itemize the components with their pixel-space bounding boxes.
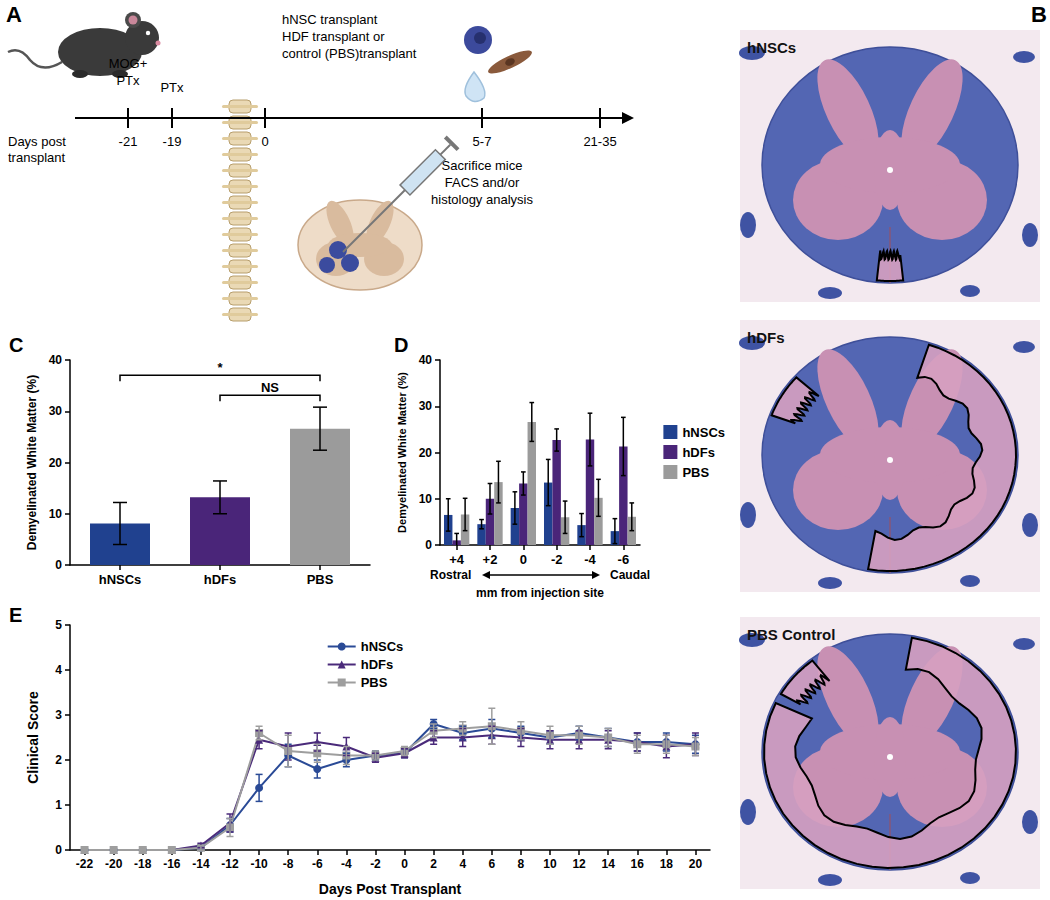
svg-text:0: 0 — [55, 843, 62, 857]
svg-text:16: 16 — [631, 857, 645, 871]
svg-text:control (PBS)transplant: control (PBS)transplant — [282, 46, 417, 61]
svg-text:hNSCs: hNSCs — [682, 425, 725, 440]
svg-text:PTx: PTx — [116, 73, 140, 88]
svg-text:*: * — [217, 360, 223, 375]
svg-text:Rostral: Rostral — [430, 568, 471, 582]
svg-text:Sacrifice mice: Sacrifice mice — [442, 158, 523, 173]
svg-text:histology analysis: histology analysis — [431, 192, 533, 207]
svg-text:6: 6 — [488, 857, 495, 871]
svg-text:-6: -6 — [618, 552, 630, 567]
svg-text:Demyelinated White Matter (%): Demyelinated White Matter (%) — [25, 375, 39, 550]
svg-text:0: 0 — [425, 538, 432, 552]
svg-text:hDFs: hDFs — [682, 445, 715, 460]
svg-text:hNSCs: hNSCs — [747, 39, 796, 56]
svg-text:MOG+: MOG+ — [109, 56, 148, 71]
svg-text:-8: -8 — [283, 857, 294, 871]
svg-text:E: E — [9, 604, 22, 626]
svg-text:-10: -10 — [250, 857, 268, 871]
svg-text:A: A — [6, 2, 22, 27]
svg-text:hNSCs: hNSCs — [361, 639, 404, 654]
svg-text:12: 12 — [572, 857, 586, 871]
svg-text:hDFs: hDFs — [747, 329, 785, 346]
svg-text:-12: -12 — [221, 857, 239, 871]
svg-text:10: 10 — [419, 492, 433, 506]
svg-text:B: B — [1031, 2, 1047, 27]
svg-text:2: 2 — [55, 753, 62, 767]
svg-text:PBS: PBS — [307, 572, 334, 587]
svg-text:Days Post Transplant: Days Post Transplant — [319, 881, 462, 897]
svg-text:30: 30 — [49, 404, 63, 418]
svg-text:20: 20 — [49, 456, 63, 470]
svg-text:5-7: 5-7 — [473, 134, 492, 149]
svg-text:0: 0 — [520, 552, 527, 567]
svg-text:-4: -4 — [584, 552, 596, 567]
svg-text:hDFs: hDFs — [204, 572, 237, 587]
svg-text:-18: -18 — [134, 857, 152, 871]
svg-text:NS: NS — [261, 380, 279, 395]
svg-text:3: 3 — [55, 708, 62, 722]
svg-text:40: 40 — [419, 353, 433, 367]
svg-text:-22: -22 — [76, 857, 94, 871]
svg-text:Days post: Days post — [8, 134, 66, 149]
svg-text:2: 2 — [430, 857, 437, 871]
svg-text:20: 20 — [419, 446, 433, 460]
svg-text:Demyelinated White Matter (%): Demyelinated White Matter (%) — [396, 372, 408, 533]
svg-text:PBS: PBS — [682, 465, 709, 480]
svg-text:5: 5 — [55, 618, 62, 632]
svg-text:hDFs: hDFs — [361, 657, 394, 672]
svg-text:-16: -16 — [163, 857, 181, 871]
svg-text:40: 40 — [49, 353, 63, 367]
svg-text:hNSCs: hNSCs — [99, 572, 142, 587]
svg-text:4: 4 — [55, 663, 62, 677]
svg-text:18: 18 — [660, 857, 674, 871]
svg-text:8: 8 — [518, 857, 525, 871]
svg-text:20: 20 — [689, 857, 703, 871]
svg-text:FACS and/or: FACS and/or — [445, 175, 520, 190]
svg-text:+4: +4 — [449, 552, 465, 567]
svg-text:21-35: 21-35 — [583, 134, 616, 149]
svg-text:+2: +2 — [483, 552, 498, 567]
svg-text:PBS: PBS — [361, 675, 388, 690]
svg-text:PBS Control: PBS Control — [747, 626, 835, 643]
svg-text:transplant: transplant — [8, 150, 65, 165]
svg-text:Caudal: Caudal — [610, 568, 650, 582]
svg-text:D: D — [394, 334, 408, 356]
svg-text:-14: -14 — [192, 857, 210, 871]
svg-text:-2: -2 — [370, 857, 381, 871]
svg-text:4: 4 — [459, 857, 466, 871]
svg-text:10: 10 — [543, 857, 557, 871]
svg-text:mm from injection site: mm from injection site — [476, 586, 604, 600]
svg-text:0: 0 — [261, 134, 268, 149]
svg-text:-19: -19 — [163, 134, 182, 149]
svg-text:30: 30 — [419, 399, 433, 413]
svg-text:C: C — [9, 334, 23, 356]
svg-text:-2: -2 — [551, 552, 563, 567]
svg-text:0: 0 — [55, 558, 62, 572]
svg-text:hNSC transplant: hNSC transplant — [282, 12, 378, 27]
svg-text:-21: -21 — [119, 134, 138, 149]
svg-text:PTx: PTx — [160, 80, 184, 95]
svg-text:-4: -4 — [341, 857, 352, 871]
svg-text:0: 0 — [401, 857, 408, 871]
svg-text:-20: -20 — [105, 857, 123, 871]
svg-text:-6: -6 — [312, 857, 323, 871]
svg-text:14: 14 — [602, 857, 616, 871]
svg-text:1: 1 — [55, 798, 62, 812]
svg-text:Clinical Score: Clinical Score — [25, 691, 41, 784]
svg-text:HDF transplant or: HDF transplant or — [282, 29, 385, 44]
svg-text:10: 10 — [49, 507, 63, 521]
